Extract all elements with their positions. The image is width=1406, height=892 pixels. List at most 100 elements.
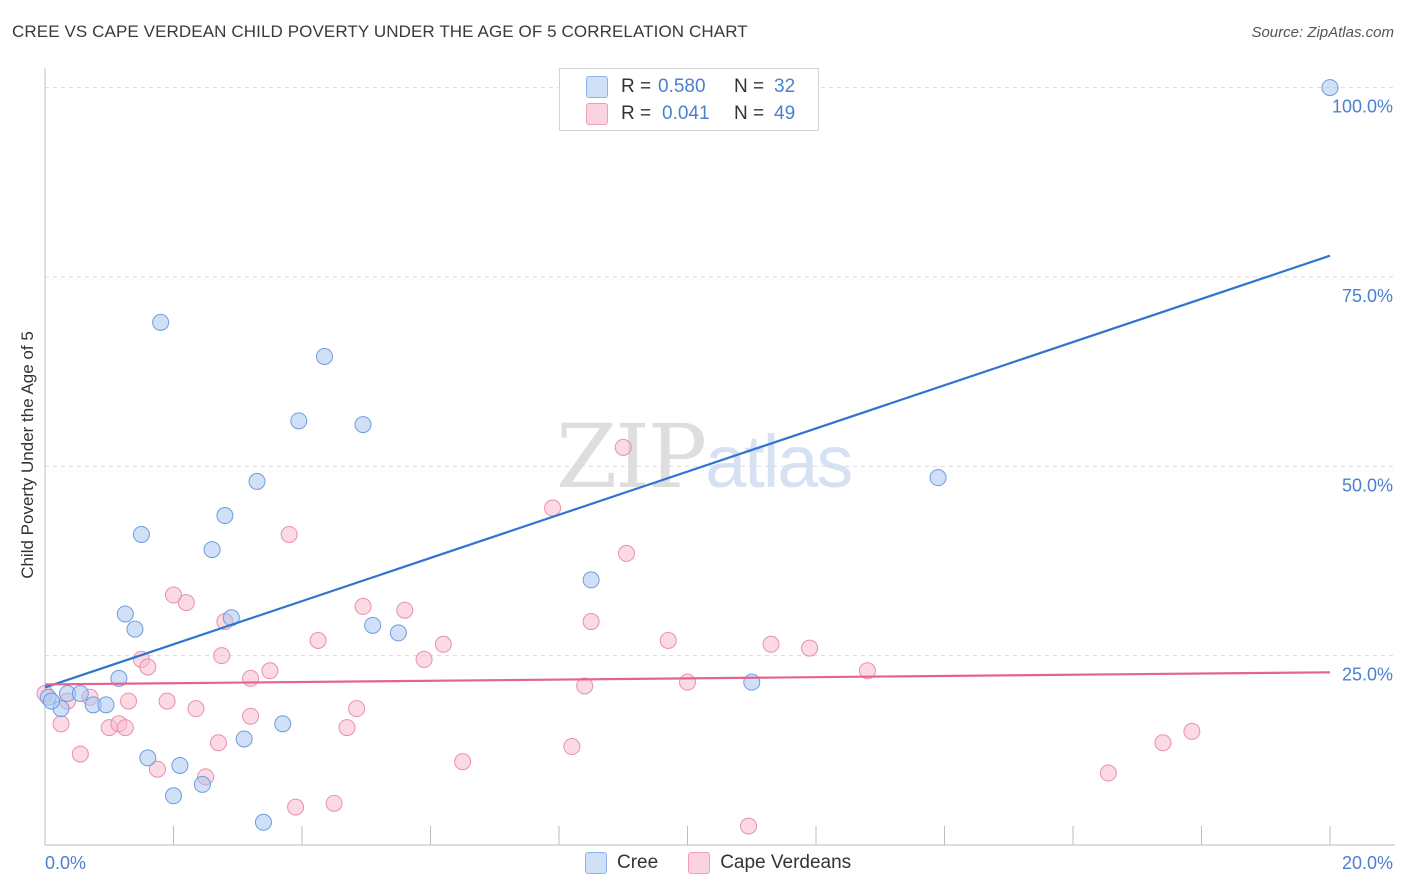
chart-title: CREE VS CAPE VERDEAN CHILD POVERTY UNDER… xyxy=(12,22,748,41)
stats-legend: R = 0.580 N = 32 R = 0.041 N = 49 xyxy=(559,68,819,131)
r-label: R = xyxy=(621,76,652,97)
cape-verdeans-point xyxy=(348,700,366,718)
cree-point xyxy=(235,730,253,748)
cape-verdeans-point xyxy=(396,601,414,619)
cape-verdeans-point xyxy=(659,631,677,649)
cape-verdeans-trend-line xyxy=(44,671,1331,686)
cape-verdeans-point xyxy=(338,719,356,737)
cree-point xyxy=(364,616,382,634)
axes xyxy=(44,68,1395,846)
cape-verdeans-point xyxy=(158,692,176,710)
cape-verdeans-point xyxy=(209,734,227,752)
cree-swatch xyxy=(586,76,608,98)
cape-verdeans-point xyxy=(1099,764,1117,782)
cree-point xyxy=(110,669,128,687)
grid-lines xyxy=(45,87,1395,657)
cape-verdeans-point xyxy=(544,499,562,517)
cape-verdeans-point xyxy=(858,662,876,680)
cree-point xyxy=(97,696,115,714)
cape-verdeans-point xyxy=(454,753,472,771)
cree-point xyxy=(929,469,947,487)
trend-lines xyxy=(44,254,1331,689)
cree-point xyxy=(315,347,333,365)
cree-trend-line xyxy=(44,254,1331,689)
cree-point xyxy=(42,692,60,710)
watermark-atlas: atlas xyxy=(705,420,853,503)
cree-point xyxy=(1321,79,1339,97)
cape-verdeans-point xyxy=(576,677,594,695)
r-label: R = xyxy=(621,103,652,124)
cree-point xyxy=(254,813,272,831)
cape-verdeans-point xyxy=(71,745,89,763)
cree-point xyxy=(743,673,761,691)
cape-verdeans-point xyxy=(213,647,231,665)
cape-verdeans-point xyxy=(242,669,260,687)
cree-point xyxy=(354,416,372,434)
cree-point xyxy=(274,715,292,733)
y-tick-label: 25.0% xyxy=(1342,665,1393,685)
cree-point xyxy=(152,313,170,331)
n-label: N = xyxy=(734,103,765,124)
cape-verdeans-point xyxy=(187,700,205,718)
cree-point xyxy=(171,756,189,774)
data-points xyxy=(36,79,1339,835)
legend-item-cree[interactable]: Cree xyxy=(585,852,658,874)
legend-label-cree: Cree xyxy=(617,852,659,873)
n-label: N = xyxy=(734,76,765,97)
cree-point xyxy=(139,749,157,767)
x-tick-label: 20.0% xyxy=(1342,853,1393,873)
cree-point xyxy=(290,412,308,430)
r-value: 0.041 xyxy=(662,103,710,124)
legend-item-cape-verdeans[interactable]: Cape Verdeans xyxy=(688,852,851,874)
tick-labels: 25.0% 50.0% 75.0% 100.0% 0.0% 20.0% xyxy=(45,97,1393,873)
n-value: 49 xyxy=(774,103,796,124)
cape-verdeans-point xyxy=(1154,734,1172,752)
cape-verdeans-point xyxy=(309,631,327,649)
cape-verdeans-point xyxy=(325,794,343,812)
cree-point xyxy=(582,571,600,589)
cree-point xyxy=(216,507,234,525)
cree-point xyxy=(116,605,134,623)
legend-label-cape-verdeans: Cape Verdeans xyxy=(720,852,852,873)
cape-verdeans-point xyxy=(762,635,780,653)
cape-verdeans-point xyxy=(116,719,134,737)
cape-verdeans-point xyxy=(415,650,433,668)
cape-verdeans-point xyxy=(120,692,138,710)
cape-verdeans-point xyxy=(563,738,581,756)
y-tick-label: 75.0% xyxy=(1342,286,1393,306)
cape-verdeans-point xyxy=(280,525,298,543)
cape-verdeans-point xyxy=(139,658,157,676)
cape-verdeans-point xyxy=(242,707,260,725)
cape-verdeans-point xyxy=(148,760,166,778)
cree-point xyxy=(248,472,266,490)
cape-verdeans-point xyxy=(1183,722,1201,740)
cape-verdeans-point xyxy=(617,544,635,562)
cree-point xyxy=(132,525,150,543)
cree-point xyxy=(389,624,407,642)
series-legend: Cree Cape Verdeans xyxy=(585,852,881,874)
cape-verdeans-point xyxy=(614,438,632,456)
cree-point xyxy=(203,541,221,559)
source-label: Source: ZipAtlas.com xyxy=(1251,24,1394,41)
cape-verdeans-swatch xyxy=(586,103,608,125)
y-tick-label: 100.0% xyxy=(1332,97,1393,117)
cape-verdeans-swatch xyxy=(688,852,711,874)
cape-verdeans-point xyxy=(801,639,819,657)
legend-row-cree: R = 0.580 N = 32 xyxy=(586,74,795,100)
y-tick-label: 50.0% xyxy=(1342,475,1393,495)
cree-point xyxy=(165,787,182,805)
cree-swatch xyxy=(585,852,607,874)
cape-verdeans-point xyxy=(740,817,758,835)
cape-verdeans-point xyxy=(582,613,600,631)
cape-verdeans-point xyxy=(261,662,279,680)
n-value: 32 xyxy=(774,76,796,97)
cape-verdeans-point xyxy=(354,597,372,615)
legend-row-cape-verdeans: R = 0.041 N = 49 xyxy=(586,101,795,127)
cape-verdeans-point xyxy=(679,673,696,691)
cree-point xyxy=(193,775,211,793)
cape-verdeans-point xyxy=(165,586,182,604)
x-tick-label: 0.0% xyxy=(45,853,86,873)
cape-verdeans-point xyxy=(52,715,70,733)
cree-point xyxy=(126,620,144,638)
